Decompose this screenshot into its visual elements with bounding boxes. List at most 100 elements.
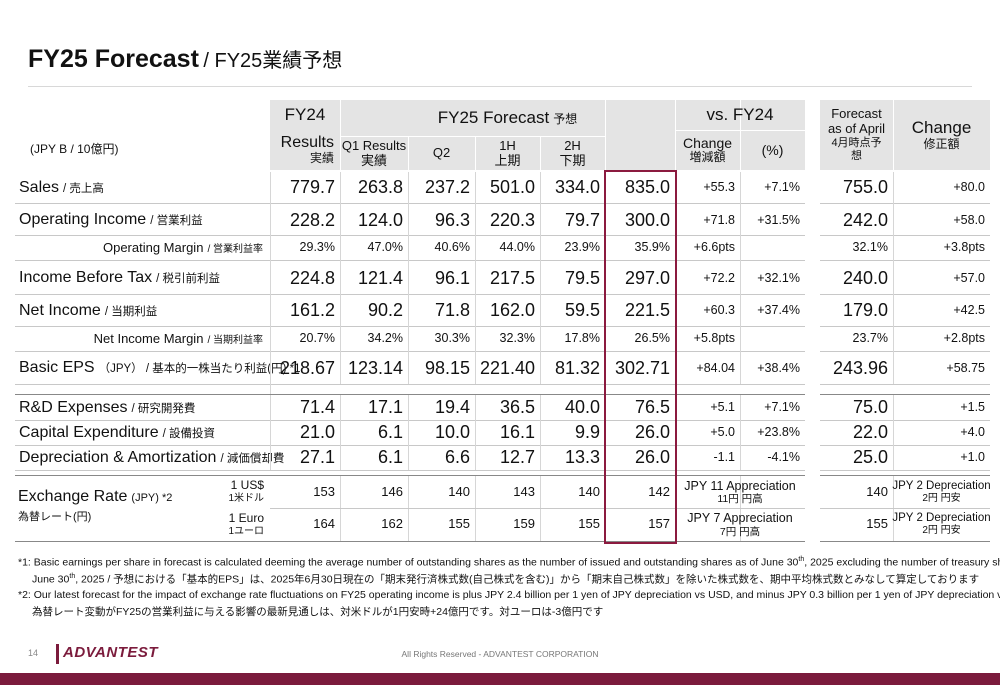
cell-value-text: 26.0 — [634, 447, 670, 468]
col-rule — [893, 172, 894, 384]
cell-value: 263.8 — [340, 172, 408, 203]
cell-value: 240.0 — [820, 262, 893, 294]
cell-value: +55.3 — [675, 172, 740, 203]
col-rule — [270, 172, 271, 470]
cell-value-text: 263.8 — [357, 177, 403, 198]
exchange-label: Exchange Rate (JPY) *2 為替レート(円) — [18, 488, 218, 533]
cell-value: 220.3 — [475, 205, 540, 235]
row-label-text: Operating Income — [19, 211, 147, 228]
exchange-revision-text: JPY 2 Depreciation — [892, 512, 991, 525]
cell-value-text: 76.5 — [634, 397, 670, 418]
cell-value: 76.5 — [605, 395, 675, 420]
cell-value-text: 6.6 — [444, 447, 470, 468]
cell-value: 217.5 — [475, 262, 540, 294]
cell-value-text: 220.3 — [489, 209, 535, 230]
cell-value: +71.8 — [675, 205, 740, 235]
cell-value-text: 155 — [866, 516, 888, 532]
copyright-text: All Rights Reserved - ADVANTEST CORPORAT… — [401, 649, 599, 659]
cell-value-text: 29.3% — [299, 240, 335, 255]
cell-value-text: +3.8pts — [943, 240, 985, 255]
cell-value-text: 218.67 — [279, 357, 335, 378]
cell-value: 835.0 — [605, 172, 675, 203]
cell-value-text: +55.3 — [703, 180, 735, 195]
cell-value: 23.9% — [540, 235, 605, 260]
cell-value: 21.0 — [270, 420, 340, 445]
cell-value-text: +58.0 — [953, 212, 985, 227]
cell-value-text: 302.71 — [614, 357, 670, 378]
cell-value: 44.0% — [475, 235, 540, 260]
cell-value: -4.1% — [740, 445, 805, 470]
cell-value: +6.6pts — [675, 235, 740, 260]
cell-value-text: 300.0 — [624, 209, 670, 230]
cell-value-text: 121.4 — [357, 267, 403, 288]
cell-value: 26.5% — [605, 326, 675, 351]
cell-value: 146 — [340, 476, 408, 508]
cell-value: 13.3 — [540, 445, 605, 470]
cell-value: 140 — [408, 476, 475, 508]
row-rule — [15, 420, 805, 421]
cell-value: 32.1% — [820, 235, 893, 260]
cell-value-text: 124.0 — [357, 209, 403, 230]
cell-value-text: 9.9 — [574, 422, 600, 443]
row-rule — [820, 326, 990, 327]
col-rule — [893, 395, 894, 470]
exchange-currency-text: 1米ドル — [228, 493, 264, 505]
cell-value-text: 334.0 — [554, 177, 600, 198]
cell-value-text: 79.7 — [564, 209, 600, 230]
cell-value: 81.32 — [540, 352, 605, 384]
group-header: FY24 — [270, 100, 340, 130]
row-rule — [820, 260, 990, 261]
row-label: Net Income Margin / 当期利益率 — [15, 326, 267, 351]
cell-value-text: +32.1% — [757, 270, 800, 285]
cell-value: +58.0 — [893, 205, 990, 235]
unit-label-text: (JPY B / 10億円) — [30, 142, 119, 157]
cell-value: +72.2 — [675, 262, 740, 294]
row-label: Operating Margin / 営業利益率 — [15, 235, 267, 260]
cell-value: +5.1 — [675, 395, 740, 420]
cell-value-text: 34.2% — [367, 331, 403, 346]
cell-value: 6.1 — [340, 420, 408, 445]
cell-value-text: 155 — [448, 516, 470, 532]
row-label-jp: / 売上高 — [63, 182, 104, 195]
col-rule — [408, 395, 409, 470]
cell-value-text: -4.1% — [767, 450, 800, 465]
cell-value: 16.1 — [475, 420, 540, 445]
cell-value-text: 159 — [513, 516, 535, 532]
cell-value: 47.0% — [340, 235, 408, 260]
cell-value-text: 32.3% — [499, 331, 535, 346]
cell-value-text: +4.0 — [960, 425, 985, 440]
cell-value: 302.71 — [605, 352, 675, 384]
forecast-highlight — [604, 170, 677, 544]
cell-value-text: +58.75 — [946, 360, 985, 375]
row-label-text: Net Income — [19, 301, 101, 319]
row-label-text: Basic EPS — [19, 359, 95, 376]
row-rule — [820, 470, 990, 471]
cell-value-text: 6.1 — [377, 422, 403, 443]
cell-value: 143 — [475, 476, 540, 508]
cell-value-text: 35.9% — [634, 240, 670, 255]
exchange-label-text: Exchange Rate — [18, 488, 128, 505]
cell-value: 26.0 — [605, 445, 675, 470]
cell-value-text: +7.1% — [764, 400, 800, 415]
exchange-revision: JPY 2 Depreciation 2円 円安 — [892, 508, 991, 541]
cell-value: 162.0 — [475, 295, 540, 326]
cell-value: +23.8% — [740, 420, 805, 445]
footnote: *1: Basic earnings per share in forecast… — [18, 552, 1000, 569]
exchange-change: JPY 11 Appreciation 11円 円高 — [675, 476, 805, 508]
cell-value: +5.8pts — [675, 326, 740, 351]
column-header: 2H 下期 — [540, 137, 605, 170]
header-bg — [270, 100, 805, 170]
exchange-change-text: 7円 円高 — [719, 525, 761, 538]
cell-value: 142 — [605, 476, 675, 508]
row-label: Sales / 売上高 — [15, 172, 267, 203]
cell-value: 32.3% — [475, 326, 540, 351]
row-rule — [15, 384, 805, 385]
cell-value-text: 71.8 — [434, 300, 470, 321]
cell-value: 10.0 — [408, 420, 475, 445]
cell-value-text: 297.0 — [624, 267, 670, 288]
cell-value-text: +72.2 — [703, 270, 735, 285]
row-label: Capital Expenditure / 設備投資 — [15, 420, 267, 445]
cell-value: 779.7 — [270, 172, 340, 203]
row-rule — [820, 420, 990, 421]
cell-value-text: 47.0% — [367, 240, 403, 255]
